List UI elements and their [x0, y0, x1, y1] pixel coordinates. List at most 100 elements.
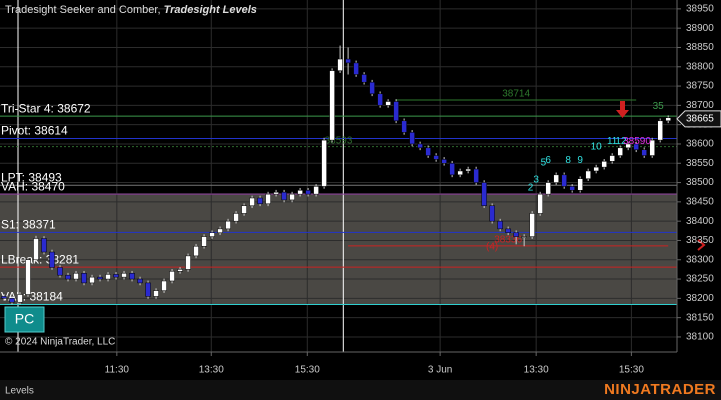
- candle-body: [273, 191, 279, 195]
- candle-body: [137, 278, 143, 284]
- annotation: 38590: [623, 136, 651, 147]
- subtitle: Tradesight Levels: [164, 4, 257, 16]
- signal-arrow: [616, 101, 629, 118]
- candle-body: [241, 205, 247, 214]
- x-tick-label: 11:30: [105, 365, 130, 376]
- level-label: LPT: 38493: [1, 170, 62, 184]
- candle-body: [113, 274, 119, 278]
- x-tick-label: 15:30: [619, 365, 644, 376]
- candle-body: [585, 170, 591, 179]
- annotation: 8: [565, 155, 571, 166]
- value-area: [0, 193, 677, 305]
- candle-body: [281, 191, 287, 201]
- candle-body: [417, 143, 423, 149]
- candle-body: [217, 228, 223, 233]
- candle-body: [481, 182, 487, 206]
- y-tick-label: 38600: [686, 139, 714, 150]
- annotation: 10: [591, 142, 603, 153]
- chart-title: Tradesight Seeker and Comber, Tradesight…: [5, 4, 257, 16]
- candle-body: [65, 274, 71, 280]
- candle-body: [25, 259, 31, 295]
- candle-body: [609, 155, 615, 162]
- candle-body: [561, 174, 567, 187]
- candle-body: [625, 143, 631, 149]
- candle-body: [17, 294, 23, 303]
- candle-body: [553, 174, 559, 183]
- candle-body: [657, 120, 663, 141]
- candle-body: [73, 273, 79, 280]
- candle-body: [49, 251, 55, 268]
- candle-body: [441, 159, 447, 164]
- annotation: 35: [653, 101, 665, 112]
- badge-box[interactable]: [4, 306, 45, 333]
- tab[interactable]: Levels: [5, 386, 34, 397]
- candle-body: [497, 220, 503, 230]
- segment-label: 38336: [494, 235, 522, 246]
- brand: NINJATRADER: [604, 381, 716, 398]
- candle-body: [385, 101, 391, 106]
- candle-body: [81, 273, 87, 284]
- candle-body: [57, 267, 63, 276]
- candle-body: [569, 186, 575, 191]
- candle-body: [361, 74, 367, 83]
- candle-body: [185, 255, 191, 270]
- copyright: © 2024 NinjaTrader, LLC: [5, 337, 115, 348]
- brand-part: TRADER: [651, 381, 717, 398]
- bottom-bar: [0, 380, 721, 400]
- candle-body: [313, 186, 319, 195]
- y-tick-label: 38100: [686, 332, 714, 343]
- x-tick-label: 13:30: [199, 365, 224, 376]
- candle-body: [337, 58, 343, 71]
- y-tick-label: 38800: [686, 61, 714, 72]
- level-label: VAH: 38470: [1, 179, 65, 193]
- candle-body: [321, 139, 327, 187]
- y-tick-label: 38700: [686, 100, 714, 111]
- plot-area: Tri-Star 4: 38672 Pivot: 38614 LPT: 38493V…: [0, 0, 677, 352]
- candle-body: [249, 197, 255, 206]
- candle-body: [305, 190, 311, 195]
- level-label: Pivot: 38614: [1, 124, 68, 138]
- annotation: 5: [541, 158, 547, 169]
- segment-label: 38593: [325, 135, 353, 146]
- candle-body: [1, 296, 7, 299]
- candle-body: [233, 213, 239, 222]
- candle-body: [297, 190, 303, 195]
- annotation: 9: [577, 155, 583, 166]
- y-tick-label: 38250: [686, 274, 714, 285]
- y-tick-label: 38400: [686, 216, 714, 227]
- red-marker: [697, 239, 706, 251]
- level-label: S1: 38371: [1, 218, 56, 232]
- candle-body: [329, 70, 335, 141]
- candle-body: [601, 161, 607, 168]
- annotation: (4): [486, 242, 498, 253]
- candle-body: [169, 271, 175, 282]
- candle-body: [97, 276, 103, 280]
- annotation: 2: [528, 183, 534, 194]
- candle-body: [649, 139, 655, 156]
- candle-body: [529, 213, 535, 237]
- candle-body: [265, 193, 271, 205]
- candle-body: [121, 273, 127, 278]
- segment-label: 38714: [502, 89, 530, 100]
- y-tick-label: 38900: [686, 23, 714, 34]
- candle-body: [89, 276, 95, 284]
- level-label: Tri-Star 4: 38672: [1, 101, 91, 115]
- candle-body: [105, 274, 111, 280]
- last-price-label: 38665: [686, 114, 714, 125]
- y-tick-label: 38750: [686, 81, 714, 92]
- y-tick-label: 38850: [686, 42, 714, 53]
- candle-body: [537, 193, 543, 214]
- candle-body: [545, 182, 551, 195]
- candle-body: [433, 155, 439, 160]
- y-tick-label: 38550: [686, 158, 714, 169]
- y-tick-label: 38200: [686, 293, 714, 304]
- badge[interactable]: PC: [15, 311, 34, 327]
- candle-body: [521, 236, 527, 238]
- candle-body: [577, 178, 583, 191]
- candle-body: [289, 193, 295, 201]
- candle-body: [457, 170, 463, 176]
- y-tick-label: 38150: [686, 312, 714, 323]
- candle-body: [129, 273, 135, 280]
- candle-body: [425, 147, 431, 156]
